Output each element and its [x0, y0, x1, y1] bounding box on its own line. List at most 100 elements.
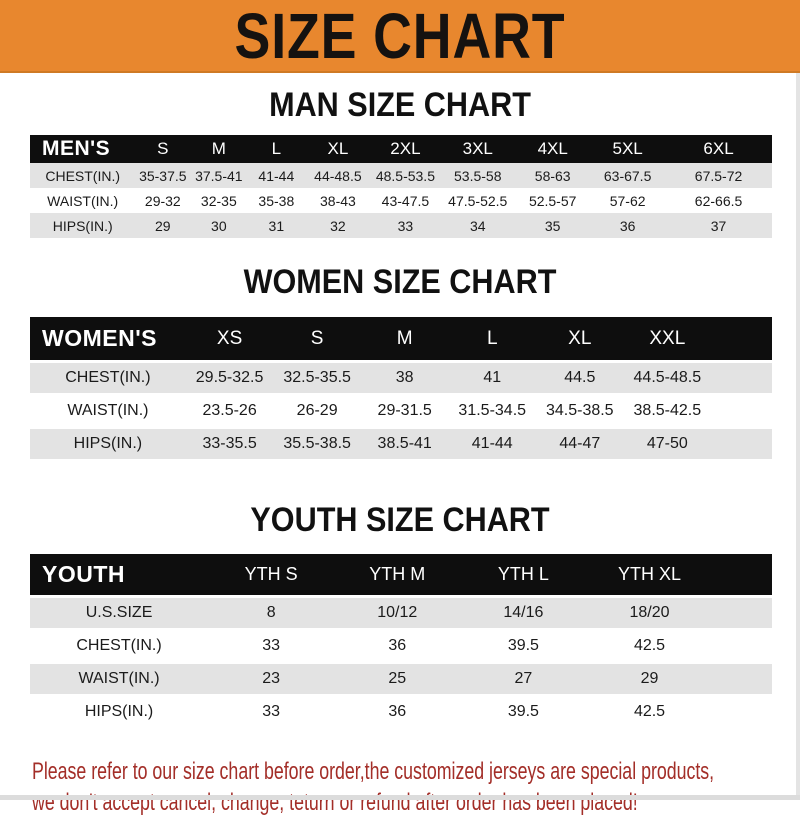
women-column-header: M [360, 317, 449, 362]
size-cell: 44-48.5 [305, 163, 371, 188]
size-cell: 47.5-52.5 [448, 192, 508, 209]
size-cell: 39.5 [460, 628, 587, 664]
size-cell: 38-43 [320, 192, 356, 209]
women-column-header: XS [185, 317, 274, 362]
disclaimer-line-2: we don't accept cancel, change, teturn o… [32, 789, 638, 816]
size-cell: 29 [586, 661, 713, 697]
banner-title: SIZE CHART [234, 0, 566, 72]
youth-table-row: U.S.SIZE 8 10/12 14/16 18/20 [30, 595, 772, 631]
women-column-header: XXL [623, 317, 712, 362]
size-cell: 26-29 [273, 393, 361, 429]
size-cell: 29.5-32.5 [185, 360, 274, 396]
size-cell: 33 [208, 628, 335, 664]
women-column-header: S [273, 317, 361, 362]
size-cell: 35-37.5 [135, 163, 191, 188]
size-cell: 42.5 [586, 628, 713, 664]
size-cell: 35-38 [258, 192, 295, 209]
youth-table-row: WAIST(IN.) 23 25 27 29 [30, 661, 772, 697]
size-cell: 34.5-38.5 [536, 393, 624, 429]
men-size-table: MEN'S S M L XL 2XL 3XL 4XL 5XL 6XL CHEST(IN.) 35-37… [30, 135, 772, 238]
size-cell: 67.5-72 [665, 163, 772, 188]
size-cell: 35.5-38.5 [273, 426, 361, 462]
size-cell: 33 [208, 694, 335, 730]
women-size-table: WOMEN'S XS S M L XL XXL CHEST(IN.) 29.5-32.5 32.5… [30, 317, 772, 462]
size-cell: 44.5 [536, 360, 624, 396]
section-women: WOMEN SIZE CHART WOMEN'S XS S M L XL XXL CHEST(… [0, 265, 800, 462]
men-column-header: 4XL [515, 135, 591, 163]
men-table-row: CHEST(IN.) 35-37.5 37.5-41 41-44 44-48.5 48.5… [30, 163, 772, 188]
size-cell: 36 [334, 628, 461, 664]
size-cell: 43-47.5 [381, 192, 430, 209]
section-youth: YOUTH SIZE CHART YOUTH YTH S YTH M YTH L YTH… [0, 501, 800, 730]
page-edge-shadow-bottom [0, 795, 800, 800]
page-edge-shadow-right [796, 73, 800, 800]
size-cell: 32 [305, 213, 371, 238]
women-table-row: HIPS(IN.) 33-35.5 35.5-38.5 38.5-41 41-44 44-… [30, 426, 772, 462]
disclaimer: Please refer to our size chart before or… [32, 756, 800, 818]
youth-table-row: HIPS(IN.) 33 36 39.5 42.5 [30, 694, 772, 730]
men-section-heading: MAN SIZE CHART [269, 86, 531, 124]
youth-table-title: YOUTH [30, 554, 209, 597]
youth-column-header: YTH L [460, 554, 587, 597]
size-cell: 39.5 [460, 694, 587, 730]
size-cell: 29 [135, 213, 191, 238]
disclaimer-line-1: Please refer to our size chart before or… [32, 758, 715, 785]
men-column-header: 6XL [665, 135, 772, 163]
size-cell: 52.5-57 [528, 192, 577, 209]
men-column-header: S [135, 135, 191, 163]
size-cell: 44-47 [536, 426, 624, 462]
women-column-header: XL [536, 317, 624, 362]
men-column-header: 3XL [440, 135, 516, 163]
size-cell: 36 [590, 213, 666, 238]
size-cell: 38 [360, 360, 449, 396]
youth-section-heading: YOUTH SIZE CHART [250, 501, 550, 539]
men-table-title: MEN'S [30, 135, 136, 163]
size-cell: 23.5-26 [185, 393, 274, 429]
size-cell-filler [712, 661, 772, 697]
size-cell: 37.5-41 [190, 163, 248, 188]
row-label: WAIST(IN.) [47, 192, 119, 209]
youth-table-row: CHEST(IN.) 33 36 39.5 42.5 [30, 628, 772, 664]
size-cell: 36 [334, 694, 461, 730]
men-table-row: HIPS(IN.) 29 30 31 32 33 34 35 36 37 [30, 213, 772, 238]
size-cell: 41-44 [247, 163, 306, 188]
men-table-row: WAIST(IN.) 29-32 32-35 35-38 38-43 43-47.5 47.… [30, 188, 772, 213]
size-cell: 35 [515, 213, 591, 238]
row-label: U.S.SIZE [30, 595, 209, 631]
size-cell: 53.5-58 [440, 163, 516, 188]
size-cell-filler [711, 426, 772, 462]
size-cell: 44.5-48.5 [623, 360, 712, 396]
size-cell: 23 [208, 661, 335, 697]
size-cell: 31 [247, 213, 306, 238]
size-cell: 29-31.5 [360, 393, 449, 429]
size-cell: 57-62 [609, 192, 646, 209]
size-cell: 33 [370, 213, 441, 238]
size-cell: 63-67.5 [590, 163, 666, 188]
youth-size-table: YOUTH YTH S YTH M YTH L YTH XL U.S.SIZE 8 10/12… [30, 554, 772, 730]
size-cell: 41-44 [448, 426, 536, 462]
size-cell: 32-35 [200, 192, 237, 209]
size-cell-filler [712, 694, 772, 730]
size-cell-filler [711, 393, 772, 429]
size-cell: 33-35.5 [185, 426, 274, 462]
men-column-header: L [247, 135, 306, 163]
row-label: HIPS(IN.) [30, 694, 209, 730]
size-chart-banner: SIZE CHART [0, 0, 800, 73]
women-table-title: WOMEN'S [30, 317, 186, 362]
size-cell: 29-32 [144, 192, 181, 209]
men-column-header: 5XL [590, 135, 666, 163]
size-cell: 37 [665, 213, 772, 238]
women-column-header-filler [711, 317, 772, 362]
size-cell: 58-63 [515, 163, 591, 188]
men-column-header: M [190, 135, 248, 163]
size-cell: 38.5-41 [360, 426, 449, 462]
size-cell: 27 [460, 661, 587, 697]
size-cell: 42.5 [586, 694, 713, 730]
row-label: HIPS(IN.) [30, 213, 136, 238]
men-column-header: 2XL [370, 135, 441, 163]
size-cell: 41 [448, 360, 536, 396]
size-cell: 32.5-35.5 [273, 360, 361, 396]
row-label: HIPS(IN.) [30, 426, 186, 462]
row-label: CHEST(IN.) [30, 163, 136, 188]
women-table-row: WAIST(IN.) 23.5-26 26-29 29-31.5 31.5-34.5 34… [30, 393, 772, 429]
